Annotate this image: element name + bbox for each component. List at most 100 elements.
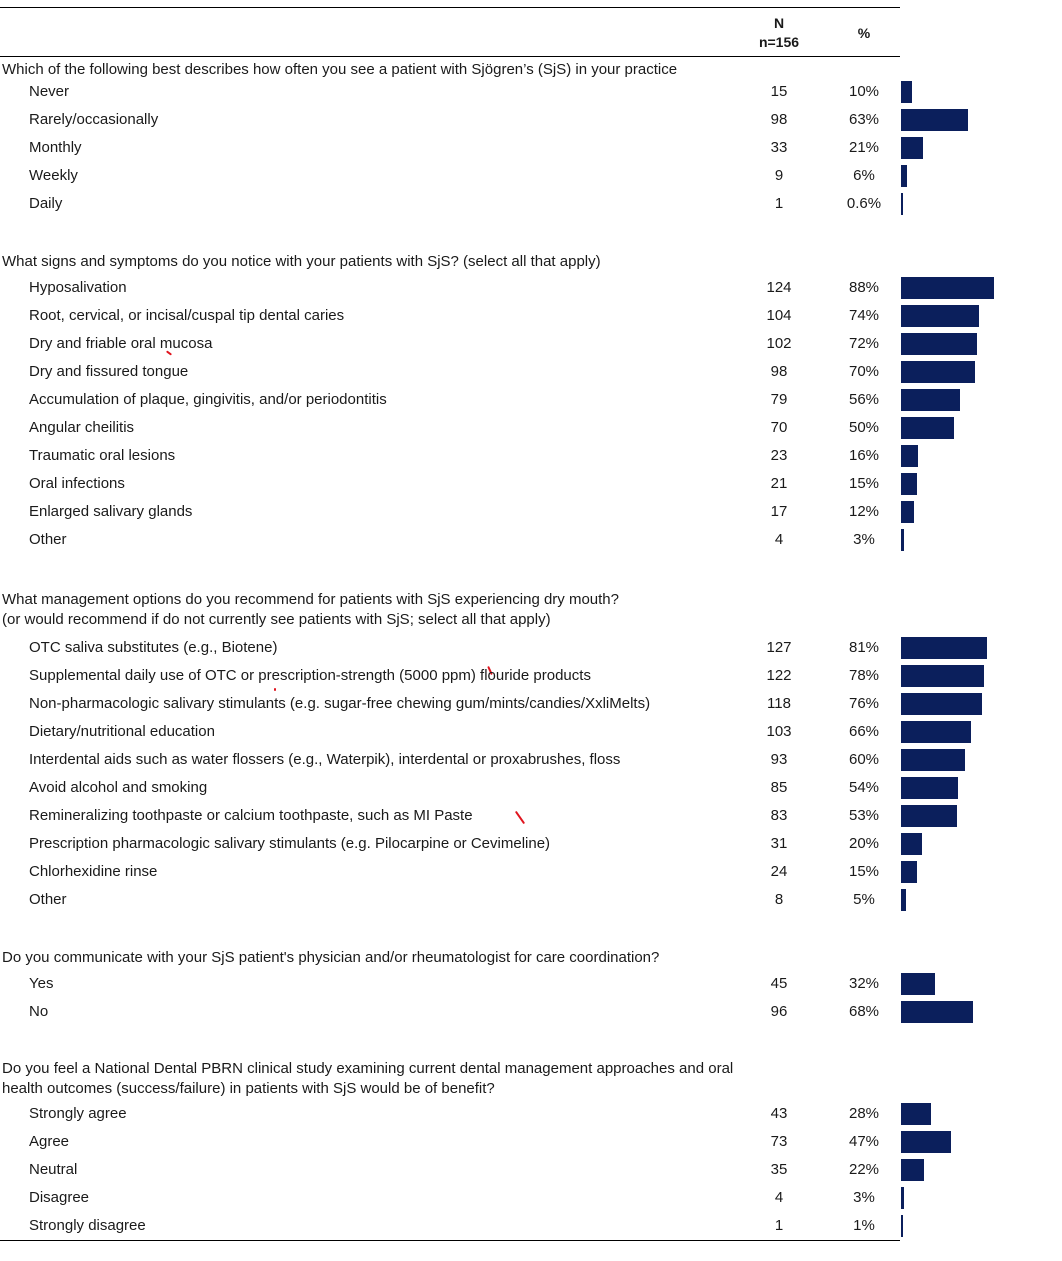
response-label: Supplemental daily use of OTC or prescri… [29,667,591,684]
response-count: 4 [774,1189,784,1206]
percent-bar [901,1187,904,1209]
percent-bar [901,1159,924,1181]
response-count: 98 [770,363,788,380]
response-percent: 68% [848,1003,880,1020]
response-percent: 63% [848,111,880,128]
table-row: Weekly 9 6% [0,162,1062,190]
table-row: Other 8 5% [0,886,1062,914]
response-percent: 88% [848,279,880,296]
percent-bar [901,693,982,715]
percent-bar [901,333,977,355]
response-percent: 0.6% [846,195,882,212]
response-label: Rarely/occasionally [29,111,159,128]
response-count: 33 [770,139,788,156]
percent-bar [901,805,957,827]
table-row: Interdental aids such as water flossers … [0,746,1062,774]
percent-bar [901,501,914,523]
response-label: Non-pharmacologic salivary stimulants (e… [29,695,651,712]
percent-bar [901,749,965,771]
response-label: Daily [29,195,63,212]
response-label: Never [29,83,70,100]
percent-bar [901,1103,931,1125]
question-line: What management options do you recommend… [2,591,619,608]
table-row: Neutral 35 22% [0,1156,1062,1184]
percent-bar [901,777,958,799]
response-percent: 74% [848,307,880,324]
table-row: Rarely/occasionally 98 63% [0,106,1062,134]
response-count: 70 [770,419,788,436]
response-percent: 3% [853,531,875,548]
percent-bar [901,637,987,659]
response-percent: 78% [848,667,880,684]
percent-bar [901,529,904,551]
response-count: 23 [770,447,788,464]
response-count: 31 [770,835,788,852]
response-label: Disagree [29,1189,90,1206]
response-label: No [29,1003,49,1020]
question-line: What signs and symptoms do you notice wi… [2,253,601,270]
response-count: 96 [770,1003,788,1020]
response-percent: 53% [848,807,880,824]
table-row: Enlarged salivary glands 17 12% [0,498,1062,526]
table-row: OTC saliva substitutes (e.g., Biotene) 12… [0,634,1062,662]
percent-bar [901,277,994,299]
percent-bar [901,473,917,495]
table-row: Non-pharmacologic salivary stimulants (e… [0,690,1062,718]
table-row: Dietary/nutritional education 103 66% [0,718,1062,746]
table-row: Supplemental daily use of OTC or prescri… [0,662,1062,690]
response-label: Agree [29,1133,70,1150]
response-label: Accumulation of plaque, gingivitis, and/… [29,391,387,408]
response-percent: 32% [848,975,880,992]
table-row: Dry and fissured tongue 98 70% [0,358,1062,386]
response-percent: 5% [853,891,875,908]
response-percent: 12% [848,503,880,520]
response-percent: 3% [853,1189,875,1206]
question-line: Do you communicate with your SjS patient… [2,949,660,966]
question-line: Which of the following best describes ho… [2,61,678,78]
response-label: Traumatic oral lesions [29,447,176,464]
response-count: 8 [774,891,784,908]
response-count: 15 [770,83,788,100]
percent-bar [901,1131,951,1153]
response-count: 122 [766,667,792,684]
percent-bar [901,193,903,215]
response-count: 43 [770,1105,788,1122]
percent-bar [901,861,917,883]
response-count: 118 [767,695,791,712]
response-label: Root, cervical, or incisal/cuspal tip de… [29,307,345,324]
response-label: Angular cheilitis [29,419,135,436]
response-percent: 54% [848,779,880,796]
table-row: Strongly agree 43 28% [0,1100,1062,1128]
header-bottom-rule [0,56,900,57]
response-count: 85 [770,779,788,796]
response-label: Other [29,891,67,908]
table-row: Accumulation of plaque, gingivitis, and/… [0,386,1062,414]
response-count: 45 [770,975,788,992]
question-text: What signs and symptoms do you notice wi… [2,252,802,272]
response-label: Interdental aids such as water flossers … [29,751,621,768]
table-row: Hyposalivation 124 88% [0,274,1062,302]
response-percent: 28% [848,1105,880,1122]
response-percent: 56% [848,391,880,408]
n-header-label: N [773,15,785,31]
pct-column-header: % [857,25,871,41]
table-row: Root, cervical, or incisal/cuspal tip de… [0,302,1062,330]
response-count: 1 [774,1217,784,1234]
response-percent: 50% [848,419,880,436]
table-row: Other 4 3% [0,526,1062,554]
response-percent: 1% [853,1217,875,1234]
response-count: 103 [766,723,792,740]
response-label: Oral infections [29,475,125,492]
table-row: Traumatic oral lesions 23 16% [0,442,1062,470]
response-count: 83 [770,807,788,824]
response-label: Weekly [29,167,78,184]
response-percent: 81% [848,639,880,656]
response-label: Dry and fissured tongue [29,363,189,380]
response-label: Neutral [29,1161,78,1178]
response-percent: 47% [848,1133,880,1150]
question-text: Do you feel a National Dental PBRN clini… [2,1059,802,1099]
response-percent: 15% [848,475,880,492]
table-row: Agree 73 47% [0,1128,1062,1156]
table-row: Oral infections 21 15% [0,470,1062,498]
question-text: What management options do you recommend… [2,590,802,630]
